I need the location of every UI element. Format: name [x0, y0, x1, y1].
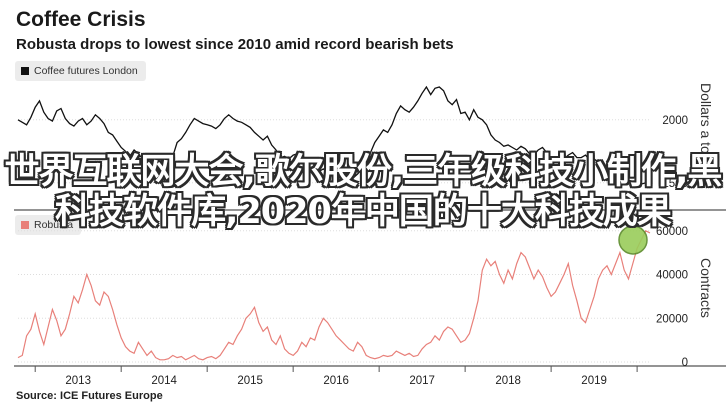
- y-axis-title-contracts: Contracts: [698, 258, 714, 318]
- legend-label-price: Coffee futures London: [34, 65, 138, 77]
- x-tick-label: 2014: [151, 375, 177, 387]
- x-tick-label: 2017: [409, 375, 435, 387]
- y-tick-label-contracts: 40000: [656, 270, 688, 282]
- y-axis-title-price: Dollars a ton: [698, 83, 714, 162]
- y-tick-label-contracts: 20000: [656, 313, 688, 325]
- legend-swatch-contracts: [21, 221, 29, 229]
- legend-contracts: Robusta: [15, 215, 82, 235]
- series-line-contracts: [17, 229, 651, 361]
- y-tick-label-price: 2000: [662, 115, 688, 127]
- chart-subtitle: Robusta drops to lowest since 2010 amid …: [16, 36, 454, 53]
- series-line-price: [17, 85, 651, 185]
- overlay-caption: 世界互联网大会,歌尔股份,三年级科技小制作,黑科技软件库,2020年中国的十大科…: [4, 152, 723, 232]
- legend-price: Coffee futures London: [15, 61, 146, 81]
- y-tick-label-contracts: 60000: [656, 226, 688, 238]
- x-tick-label: 2016: [323, 375, 349, 387]
- x-tick-label: 2015: [237, 375, 263, 387]
- highlight-marker: [618, 225, 648, 255]
- legend-label-contracts: Robusta: [34, 219, 74, 231]
- y-tick-label-contracts: 0: [682, 357, 688, 369]
- legend-swatch-price: [21, 67, 29, 75]
- x-tick-label: 2013: [65, 375, 91, 387]
- y-tick-label-price: 1500: [662, 178, 688, 190]
- x-tick-label: 2019: [581, 375, 607, 387]
- source-note: Source: ICE Futures Europe: [16, 390, 163, 402]
- x-tick-label: 2018: [495, 375, 521, 387]
- chart-title: Coffee Crisis: [16, 8, 146, 31]
